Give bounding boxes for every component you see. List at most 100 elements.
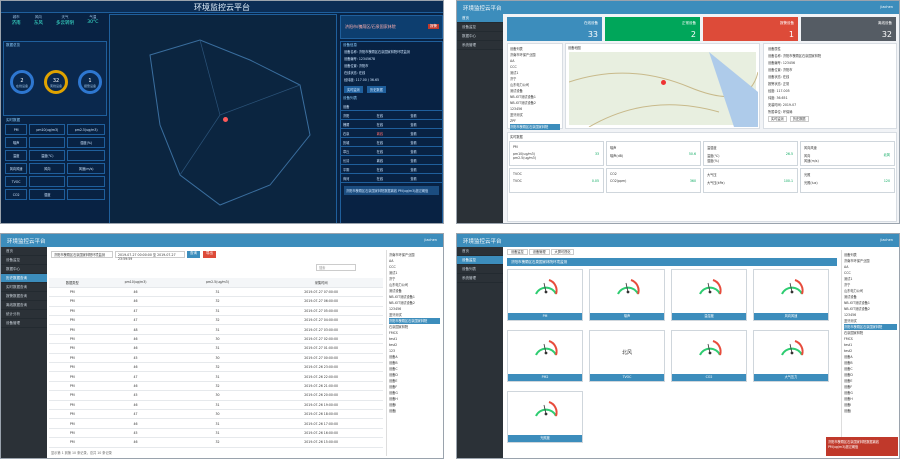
map-outline <box>149 39 311 206</box>
table-row: PM 46 32 2019-07-27 06:00:00 <box>49 296 383 307</box>
weather-item: 气温 30°C <box>87 15 99 25</box>
page-title: 环境监控云平台 <box>194 3 250 12</box>
search-button[interactable]: 查询 <box>187 251 200 258</box>
date-range[interactable]: 2019-07-27 00:00:00 至 2019-07-27 23:59:5… <box>115 251 185 261</box>
table-footer: 显示第 1 到第 10 条记录，总共 10 条记录 <box>51 451 112 455</box>
stats-panel: 数据总览 2 在线设备 32 离线设备 1 报警设备 <box>3 41 107 116</box>
gauge-card: CO2 <box>671 330 747 382</box>
realtime-grid: PM pm10(ug/m3) pm2.5(ug/m3) 噪声 湿度(%) 温度 温度(℃… <box>3 122 107 202</box>
weather-item: 城市 济南 <box>11 15 21 26</box>
gauge-card: PM <box>507 269 583 321</box>
table-row: PM 45 31 2019-07-26 16:00:00 <box>49 428 383 439</box>
dark-dashboard: 环境监控云平台 城市 济南 风向 东风 天气 多云转阴 气温 30°C 数据总览 2 在线… <box>0 0 444 224</box>
alarm-ring: 1 报警设备 <box>78 70 102 94</box>
table-row: PM 46 32 2019-07-26 23:00:00 <box>49 362 383 373</box>
info-panel: 设备信息 设备名称: 济阳市槐荫区石泉国家林院环境监测 设备编号: 1234567… <box>340 41 443 223</box>
header: 环境监控云平台 <box>1 1 443 13</box>
stats-title: 数据总览 <box>6 43 20 47</box>
gauge-card: PM2 <box>507 330 583 382</box>
sidebar: 首页 设备监控 设备列表 系统管理 <box>457 247 503 458</box>
table-row: PM 47 30 2019-07-26 18:00:00 <box>49 409 383 420</box>
topbar: 环境监控云平台 jiachen <box>1 234 443 247</box>
sensor-card[interactable]: PM pm10(ug/m3) pm2.5(ug/m3) 33 <box>509 141 604 166</box>
realtime-title: 实时数据 <box>6 118 20 122</box>
table-row: PM 46 31 2019-07-26 17:00:00 <box>49 418 383 429</box>
sensor-card[interactable]: 风向风速 风向 风速(m/s) 北风 <box>800 141 895 166</box>
device-marker[interactable] <box>223 117 228 122</box>
alarm-banner: 济阳市/槐荫区/石泉国家林院 报警 <box>340 15 443 39</box>
sensor-card[interactable]: 温湿度 温度(℃) 湿度(%) 26.5 <box>703 141 798 166</box>
gauge-card: 温湿度 <box>671 269 747 321</box>
gauge-dial <box>699 279 722 295</box>
sensor-card[interactable]: CO2 CO2(ppm) 360 <box>606 168 701 193</box>
device-row[interactable]: 长清 离线 查看 <box>341 156 442 165</box>
toast: 济阳市槐荫区石泉国家林院数据离线 PM(ug/m3)超过阈值 <box>344 186 439 195</box>
table-row: PM 45 30 2019-07-27 00:00:00 <box>49 353 383 364</box>
alarm-toast[interactable]: 济阳市槐荫区石泉国家林院数据离线 PM(ug/m3)超过阈值 <box>826 437 898 456</box>
data-table: 数据类型 pm10(ug/m3) pm2.5(ug/m3) 采集时间 PM 46 31 20… <box>49 278 383 448</box>
gauge-dial <box>535 279 558 295</box>
gauge-label: 光照度 <box>508 435 582 442</box>
tab-screen[interactable]: 大屏可视化 <box>550 249 575 255</box>
table-row: PM 46 32 2019-07-26 15:00:00 <box>49 437 383 448</box>
table-row: PM 47 32 2019-07-27 04:00:00 <box>49 315 383 326</box>
map-panel[interactable]: 设备地图 <box>565 43 760 129</box>
sensor-card[interactable]: TVOC TVOC 0.05 <box>509 168 604 193</box>
device-row[interactable]: 济阳 在线 查看 <box>341 111 442 120</box>
gauge-dial <box>535 401 558 417</box>
tab-monitor[interactable]: 设备监控 <box>507 249 528 255</box>
realtime-button[interactable]: 实时监测 <box>344 86 363 93</box>
sidebar-item-home[interactable]: 首页 <box>457 14 503 23</box>
table-row: PM 46 32 2019-07-26 21:00:00 <box>49 381 383 392</box>
user-menu[interactable]: jiachen <box>424 238 437 242</box>
app-name: 环境监控云平台 <box>463 6 502 12</box>
user-menu[interactable]: jiachen <box>880 238 893 242</box>
sensor-card[interactable]: 光照 光照(lux) 120 <box>800 168 895 193</box>
gauge-card: 大气压力 <box>753 330 829 382</box>
history-button[interactable]: 历史数据 <box>789 116 809 122</box>
stat-card: 报警设备 1 <box>703 17 798 41</box>
dark-map[interactable] <box>109 14 337 223</box>
search-input[interactable]: 搜索 <box>316 264 356 271</box>
realtime-button[interactable]: 实时监测 <box>768 116 787 122</box>
history-button[interactable]: 历史数据 <box>367 86 386 93</box>
device-row[interactable]: 商河 在线 查看 <box>341 174 442 183</box>
sidebar: 首页 设备监控 数据中心 历史数据查询 实时数据查询 报警数据查询 离线数据查询 统计分析 设备… <box>1 247 47 458</box>
device-row[interactable]: 石泉 离线 查看 <box>341 129 442 138</box>
sensor-card[interactable]: 噪声 噪声(dB) 50.6 <box>606 141 701 166</box>
device-row[interactable]: 槐荫 在线 查看 <box>341 120 442 129</box>
map-view[interactable] <box>568 52 759 128</box>
weather-bar: 城市 济南 风向 东风 天气 多云转阴 气温 30°C <box>5 15 105 39</box>
device-row[interactable]: 平阴 在线 查看 <box>341 165 442 174</box>
sidebar-item-system[interactable]: 系统管理 <box>457 41 503 50</box>
tab-manage[interactable]: 设备管理 <box>528 249 550 255</box>
device-select[interactable]: 济阳市槐荫区石泉国家林院环境监测 <box>51 251 113 258</box>
device-row[interactable]: 历城 在线 查看 <box>341 138 442 147</box>
device-title-bar: 济阳市槐荫区石泉国家林院环境监测 <box>507 258 837 266</box>
sidebar-item-data[interactable]: 数据中心 <box>457 32 503 41</box>
user-menu[interactable]: jiachen <box>880 5 893 9</box>
wind-direction: 北风 <box>621 350 632 356</box>
table-row: PM 46 31 2019-07-26 19:00:00 <box>49 400 383 410</box>
sensor-card[interactable]: 大气压 大气压(kPa) 100.1 <box>703 168 798 193</box>
device-tree: 设备列表 济南市环保产业园 AA CCC 测试1 济宁 山东电力公司 测试设备 NB-IOT测… <box>507 43 563 130</box>
map-marker[interactable] <box>661 80 666 85</box>
gauge-dial <box>781 340 804 356</box>
history-table-page: 环境监控云平台 jiachen 首页 设备监控 数据中心 历史数据查询 实时数据查询 报警数… <box>0 233 444 459</box>
export-button[interactable]: 导出 <box>203 251 216 258</box>
table-row: PM 47 31 2019-07-27 05:00:00 <box>49 306 383 317</box>
device-tree: 济南市环保产业园 AA CCC 测试1 济宁 山东电力公司 测试设备 NB-IOT测试设备1 N… <box>386 250 442 456</box>
device-row[interactable]: 章丘 在线 查看 <box>341 147 442 156</box>
gauge-label: PM <box>508 313 582 320</box>
gauge-label: 噪声 <box>590 313 664 320</box>
gauge-card: 北风 TVOC <box>589 330 665 382</box>
table-row: PM 46 30 2019-07-27 02:00:00 <box>49 334 383 345</box>
gauge-dial <box>699 340 722 356</box>
table-row: PM 46 31 2019-07-27 01:00:00 <box>49 343 383 354</box>
gauge-label: 温湿度 <box>672 313 746 320</box>
online-ring: 2 在线设备 <box>10 70 34 94</box>
device-props: 设备属性 设备名称: 济阳市槐荫区石泉国家林院 设备编号: 123456 设备位置:… <box>763 43 897 129</box>
table-row: PM 46 31 2019-07-27 07:00:00 <box>49 287 383 298</box>
offline-ring: 32 离线设备 <box>44 70 68 94</box>
sidebar-item-monitor[interactable]: 设备监控 <box>457 23 503 32</box>
